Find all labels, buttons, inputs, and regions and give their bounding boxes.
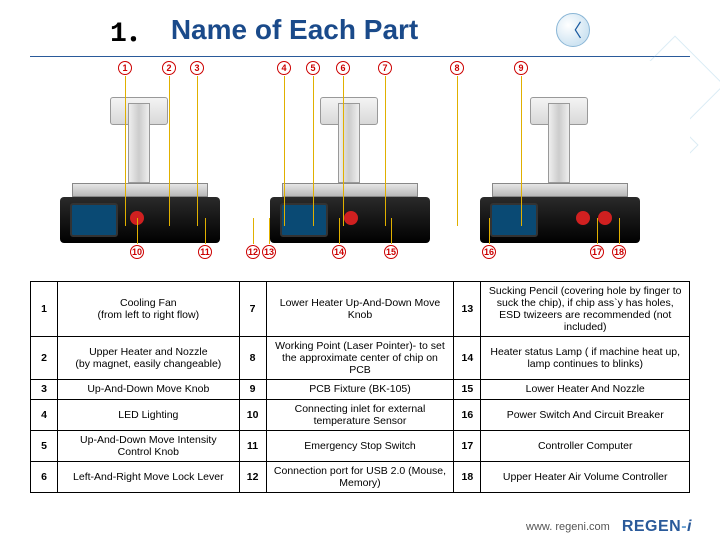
callout-marker: 6 bbox=[336, 61, 350, 75]
machine-illustration bbox=[60, 103, 220, 243]
machine-illustration bbox=[270, 103, 430, 243]
part-desc: Lower Heater And Nozzle bbox=[481, 380, 690, 399]
part-desc: Emergency Stop Switch bbox=[266, 430, 454, 461]
part-desc: Up-And-Down Move Knob bbox=[58, 380, 239, 399]
callout-marker: 14 bbox=[332, 245, 346, 259]
callout-marker: 13 bbox=[262, 245, 276, 259]
callout-marker: 9 bbox=[514, 61, 528, 75]
part-number: 16 bbox=[454, 399, 481, 430]
part-number: 3 bbox=[31, 380, 58, 399]
footer-url: www. regeni.com bbox=[526, 521, 610, 533]
callout-marker: 15 bbox=[384, 245, 398, 259]
table-row: 2Upper Heater and Nozzle(by magnet, easi… bbox=[31, 337, 690, 380]
callout-marker: 11 bbox=[198, 245, 212, 259]
callout-marker: 3 bbox=[190, 61, 204, 75]
part-number: 15 bbox=[454, 380, 481, 399]
part-desc: Power Switch And Circuit Breaker bbox=[481, 399, 690, 430]
part-number: 1 bbox=[31, 282, 58, 337]
part-number: 12 bbox=[239, 461, 266, 492]
callout-marker: 10 bbox=[130, 245, 144, 259]
brand-logo: REGEN-i bbox=[622, 518, 692, 536]
part-desc: Upper Heater Air Volume Controller bbox=[481, 461, 690, 492]
part-desc: Left-And-Right Move Lock Lever bbox=[58, 461, 239, 492]
table-row: 4LED Lighting10Connecting inlet for exte… bbox=[31, 399, 690, 430]
callout-marker: 7 bbox=[378, 61, 392, 75]
part-number: 4 bbox=[31, 399, 58, 430]
part-number: 9 bbox=[239, 380, 266, 399]
part-number: 13 bbox=[454, 282, 481, 337]
part-number: 10 bbox=[239, 399, 266, 430]
part-desc: Working Point (Laser Pointer)- to set th… bbox=[266, 337, 454, 380]
table-row: 1Cooling Fan(from left to right flow)7Lo… bbox=[31, 282, 690, 337]
part-number: 8 bbox=[239, 337, 266, 380]
part-desc: LED Lighting bbox=[58, 399, 239, 430]
callout-marker: 4 bbox=[277, 61, 291, 75]
callout-marker: 2 bbox=[162, 61, 176, 75]
part-desc: Controller Computer bbox=[481, 430, 690, 461]
part-desc: Cooling Fan(from left to right flow) bbox=[58, 282, 239, 337]
callout-marker: 5 bbox=[306, 61, 320, 75]
table-row: 3Up-And-Down Move Knob9PCB Fixture (BK-1… bbox=[31, 380, 690, 399]
title-number: 1． bbox=[110, 10, 155, 50]
title-text: Name of Each Part bbox=[171, 14, 418, 46]
part-desc: Upper Heater and Nozzle(by magnet, easil… bbox=[58, 337, 239, 380]
callout-marker: 18 bbox=[612, 245, 626, 259]
part-number: 7 bbox=[239, 282, 266, 337]
callout-marker: 12 bbox=[246, 245, 260, 259]
part-number: 14 bbox=[454, 337, 481, 380]
part-number: 6 bbox=[31, 461, 58, 492]
part-desc: Up-And-Down Move Intensity Control Knob bbox=[58, 430, 239, 461]
part-number: 2 bbox=[31, 337, 58, 380]
machine-illustration bbox=[480, 103, 640, 243]
part-number: 11 bbox=[239, 430, 266, 461]
callout-marker: 17 bbox=[590, 245, 604, 259]
page-footer: www. regeni.com REGEN-i bbox=[526, 518, 692, 536]
page-title-bar: 1． Name of Each Part 〈 bbox=[30, 0, 690, 57]
back-button[interactable]: 〈 bbox=[556, 13, 590, 47]
part-desc: Connection port for USB 2.0 (Mouse, Memo… bbox=[266, 461, 454, 492]
table-row: 6Left-And-Right Move Lock Lever12Connect… bbox=[31, 461, 690, 492]
callout-marker: 8 bbox=[450, 61, 464, 75]
callout-marker: 16 bbox=[482, 245, 496, 259]
table-row: 5Up-And-Down Move Intensity Control Knob… bbox=[31, 430, 690, 461]
part-desc: Lower Heater Up-And-Down Move Knob bbox=[266, 282, 454, 337]
chevron-left-icon: 〈 bbox=[564, 17, 582, 43]
part-desc: PCB Fixture (BK-105) bbox=[266, 380, 454, 399]
part-number: 17 bbox=[454, 430, 481, 461]
part-desc: Sucking Pencil (covering hole by finger … bbox=[481, 282, 690, 337]
product-diagram: 123456789 101112131415161718 bbox=[30, 61, 690, 281]
part-number: 18 bbox=[454, 461, 481, 492]
part-number: 5 bbox=[31, 430, 58, 461]
callout-marker: 1 bbox=[118, 61, 132, 75]
part-desc: Connecting inlet for external temperatur… bbox=[266, 399, 454, 430]
part-desc: Heater status Lamp ( if machine heat up,… bbox=[481, 337, 690, 380]
parts-table: 1Cooling Fan(from left to right flow)7Lo… bbox=[30, 281, 690, 493]
